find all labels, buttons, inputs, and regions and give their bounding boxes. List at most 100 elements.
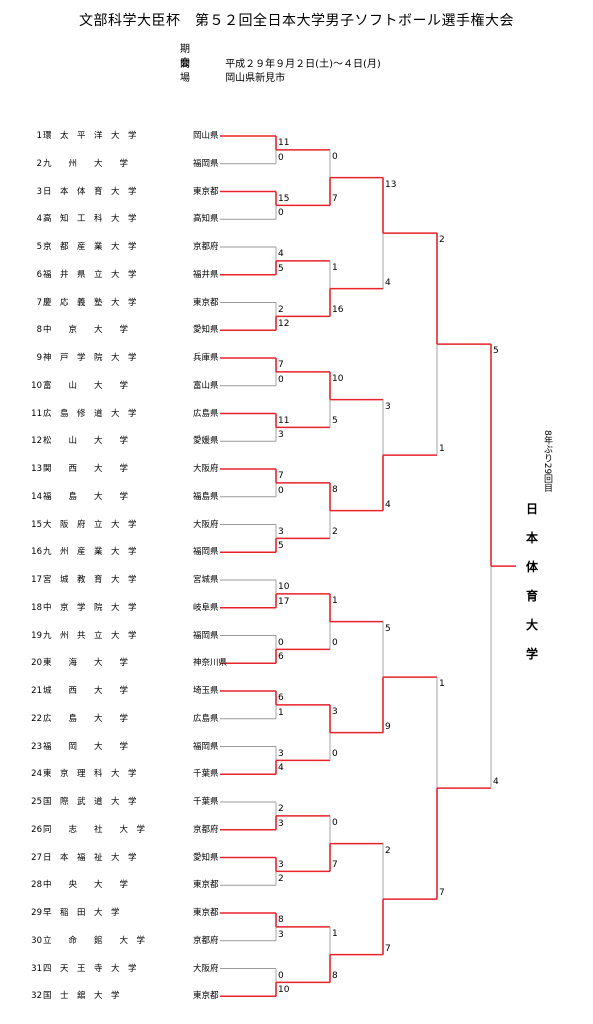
team-prefecture: 東京都 [193, 297, 219, 308]
team-row: 2九 州 大 学 福岡県 [30, 157, 240, 171]
team-row: 22広 島 大 学 広島県 [30, 712, 240, 726]
team-seed: 16 [31, 547, 42, 558]
team-prefecture: 兵庫県 [193, 353, 219, 363]
match-score: 5 [385, 623, 391, 634]
team-prefecture: 福岡県 [193, 630, 219, 641]
team-row: 11広 島 修 道 大 学 広島県 [30, 407, 240, 421]
team-seed: 20 [31, 658, 42, 669]
team-prefecture: 福岡県 [193, 547, 219, 558]
team-prefecture: 福岡県 [193, 158, 219, 169]
team-name: 富 山 大 学 [43, 380, 129, 391]
match-score: 3 [278, 526, 284, 537]
team-name: 福 井 県 立 大 学 [43, 269, 137, 280]
champion-char: 本 [525, 531, 538, 545]
team-row: 18中 京 学 院 大 学 岐阜県 [30, 601, 240, 615]
match-score: 4 [385, 277, 391, 288]
match-score: 1 [278, 707, 284, 718]
match-score: 5 [278, 541, 284, 552]
champion-note: 8年ぶり29回目 [542, 430, 552, 493]
team-name: 宮 城 教 育 大 学 [43, 575, 137, 585]
match-score: 7 [332, 860, 338, 871]
team-row: 20東 海 大 学 神奈川県 [30, 656, 240, 670]
match-score: 17 [278, 596, 290, 607]
team-seed: 5 [36, 242, 42, 252]
team-prefecture: 千葉県 [193, 769, 219, 780]
team-name: 東 京 理 科 大 学 [43, 769, 137, 780]
team-prefecture: 埼玉県 [193, 686, 219, 696]
match-score: 7 [278, 471, 284, 481]
match-score: 9 [385, 721, 391, 732]
match-score: 3 [332, 706, 338, 717]
team-row: 25国 際 武 道 大 学 千葉県 [30, 795, 240, 809]
team-prefecture: 岡山県 [193, 131, 219, 141]
team-prefecture: 千葉県 [193, 797, 219, 807]
match-score: 0 [332, 817, 338, 828]
match-score: 0 [332, 151, 338, 162]
match-score: 0 [278, 374, 284, 385]
team-name: 四 天 王 寺 大 学 [43, 963, 137, 974]
team-seed: 10 [31, 380, 42, 391]
team-prefecture: 福島県 [193, 491, 219, 502]
team-name: 中 央 大 学 [43, 880, 129, 891]
match-score: 10 [332, 373, 344, 384]
team-row: 32国 士 舘 大 学 東京都 [30, 989, 240, 1003]
team-row: 12松 山 大 学 愛媛県 [30, 434, 240, 448]
team-seed: 6 [36, 269, 42, 280]
match-score: 3 [278, 430, 284, 441]
team-row: 17宮 城 教 育 大 学 宮城県 [30, 573, 240, 587]
team-seed: 31 [31, 963, 42, 974]
team-name: 大 阪 府 立 大 学 [43, 519, 137, 530]
match-score: 8 [332, 484, 338, 495]
team-name: 高 知 工 科 大 学 [43, 214, 137, 225]
match-score: 0 [278, 208, 284, 219]
champion-char: 学 [525, 647, 538, 661]
team-name: 京 都 産 業 大 学 [43, 242, 137, 252]
match-score: 2 [278, 874, 284, 885]
team-prefecture: 大阪府 [193, 963, 219, 974]
team-row: 30立 命 館 大 学 京都府 [30, 934, 240, 948]
team-prefecture: 大阪府 [193, 519, 219, 530]
champion-char: 大 [525, 618, 538, 632]
team-name: 慶 応 義 塾 大 学 [43, 297, 137, 308]
team-prefecture: 宮城県 [193, 575, 219, 585]
team-name: 国 士 舘 大 学 [43, 991, 120, 1002]
champion-char: 体 [525, 560, 538, 574]
match-score: 4 [278, 249, 284, 259]
match-score: 1 [332, 262, 338, 273]
team-name: 福 岡 大 学 [43, 741, 129, 752]
team-seed: 29 [31, 908, 42, 918]
team-name: 中 京 学 院 大 学 [43, 602, 137, 613]
match-score: 6 [278, 693, 284, 703]
team-name: 関 西 大 学 [43, 464, 129, 474]
match-score: 7 [385, 943, 391, 954]
team-name: 九 州 共 立 大 学 [43, 630, 137, 641]
match-score: 7 [278, 360, 284, 370]
match-score: 3 [278, 748, 284, 759]
team-seed: 2 [36, 158, 42, 169]
team-name: 城 西 大 学 [43, 686, 129, 696]
match-score: 2 [278, 304, 284, 315]
team-seed: 17 [31, 575, 42, 585]
dates-label: 期 間 [180, 44, 212, 70]
match-score: 3 [278, 929, 284, 940]
team-seed: 4 [36, 214, 42, 225]
team-seed: 32 [31, 991, 42, 1002]
team-row: 23福 岡 大 学 福岡県 [30, 740, 240, 754]
team-prefecture: 東京都 [193, 908, 219, 918]
team-seed: 30 [31, 935, 42, 946]
team-prefecture: 東京都 [193, 880, 219, 891]
team-prefecture: 神奈川県 [193, 658, 228, 669]
team-seed: 25 [31, 797, 42, 807]
match-score: 3 [385, 401, 391, 412]
team-row: 24東 京 理 科 大 学 千葉県 [30, 767, 240, 781]
match-score: 4 [493, 777, 499, 788]
match-score: 1 [332, 928, 338, 939]
team-seed: 21 [31, 686, 42, 696]
match-score: 5 [278, 263, 284, 274]
match-score: 2 [385, 845, 391, 856]
team-name: 広 島 大 学 [43, 713, 129, 724]
team-seed: 18 [31, 602, 42, 613]
match-score: 0 [278, 637, 284, 648]
team-name: 日 本 体 育 大 学 [43, 186, 137, 197]
team-name: 神 戸 学 院 大 学 [43, 353, 137, 363]
